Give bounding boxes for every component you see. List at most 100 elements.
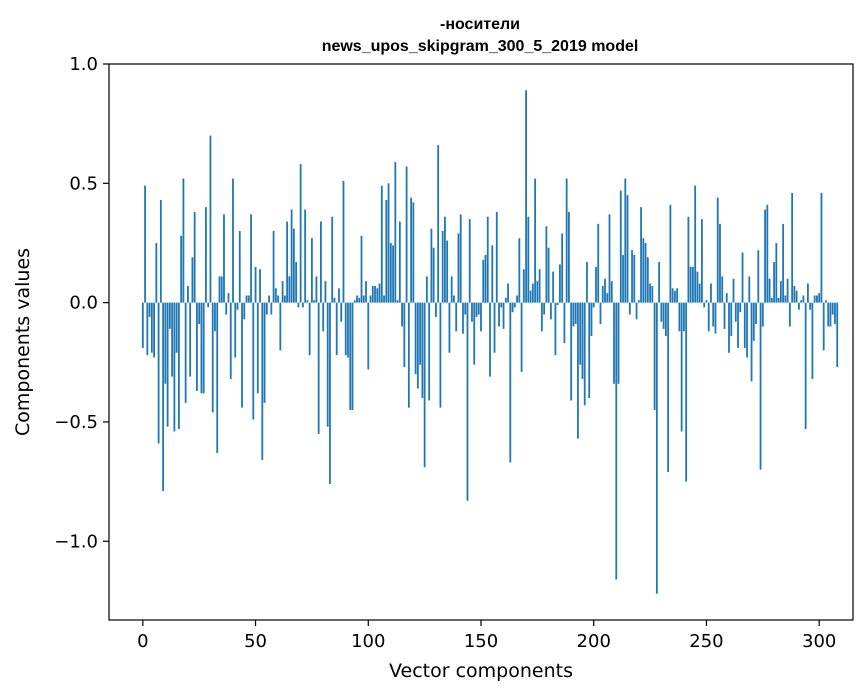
bar-269	[748, 276, 751, 303]
bar-279	[770, 297, 773, 303]
bar-300	[818, 293, 821, 303]
bar-218	[633, 254, 636, 303]
bar-301	[820, 192, 823, 303]
bar-198	[588, 302, 591, 399]
bar-81	[324, 281, 327, 303]
bar-199	[590, 302, 593, 337]
bar-283	[779, 281, 782, 303]
bar-53	[261, 302, 264, 461]
bar-160	[502, 302, 505, 329]
bar-197	[586, 262, 588, 303]
bar-134	[444, 216, 446, 303]
bar-209	[613, 302, 615, 384]
bar-111	[392, 245, 394, 303]
bar-42	[236, 302, 239, 310]
bar-306	[831, 302, 834, 315]
bars	[141, 90, 839, 594]
bar-113	[396, 300, 399, 303]
bar-159	[500, 302, 503, 308]
bar-247	[698, 283, 701, 303]
bar-135	[446, 240, 449, 303]
bar-121	[414, 302, 417, 375]
bar-50	[254, 266, 257, 303]
bar-148	[475, 302, 478, 317]
y-tick-label-4: −1.0	[54, 531, 98, 552]
bar-236	[673, 290, 676, 303]
bar-139	[455, 302, 458, 332]
bar-39	[229, 302, 232, 379]
bar-14	[173, 302, 176, 432]
bar-98	[362, 295, 365, 303]
bar-226	[651, 285, 654, 303]
bar-88	[340, 302, 343, 322]
bar-82	[326, 302, 329, 427]
bar-152	[484, 254, 487, 303]
bar-16	[177, 302, 180, 430]
bar-125	[423, 302, 426, 468]
bar-271	[752, 302, 755, 341]
bar-72	[304, 209, 307, 303]
bar-18	[182, 178, 185, 303]
bar-270	[750, 302, 753, 382]
bar-190	[570, 302, 573, 401]
bar-203	[599, 302, 602, 325]
y-tick-label-2: 0.0	[69, 293, 98, 314]
y-tick-label-0: 1.0	[69, 54, 98, 75]
bar-289	[793, 285, 796, 303]
bar-17	[180, 235, 183, 303]
bar-211	[617, 302, 620, 384]
bar-276	[764, 209, 766, 303]
bar-217	[631, 250, 633, 303]
bar-239	[680, 302, 683, 432]
bar-292	[800, 300, 803, 303]
bar-55	[265, 302, 268, 315]
bar-112	[394, 161, 397, 303]
x-axis-label: Vector components	[389, 660, 573, 682]
bar-85	[333, 297, 336, 303]
bar-295	[807, 283, 809, 303]
bar-144	[466, 302, 469, 501]
bar-228	[655, 302, 658, 594]
bar-189	[568, 211, 570, 303]
bar-175	[536, 281, 539, 303]
bar-131	[437, 145, 440, 303]
bar-80	[322, 302, 325, 332]
x-tick-label-6: 300	[802, 631, 836, 652]
bar-249	[703, 302, 706, 308]
bar-248	[701, 219, 703, 303]
bar-266	[741, 252, 744, 303]
bar-70	[299, 164, 302, 303]
bar-225	[649, 283, 651, 303]
bar-264	[737, 302, 739, 348]
bar-79	[320, 221, 322, 303]
bar-10	[164, 302, 167, 384]
bar-196	[583, 302, 586, 406]
bar-213	[622, 254, 624, 303]
chart-title-line-2: news_upos_skipgram_300_5_2019 model	[322, 38, 639, 55]
bar-57	[270, 302, 273, 315]
bar-227	[653, 302, 656, 411]
bar-153	[486, 216, 489, 303]
bar-11	[166, 302, 169, 427]
bar-308	[836, 302, 839, 368]
bar-63	[283, 295, 286, 303]
bar-103	[374, 285, 376, 303]
bar-60	[277, 295, 279, 303]
bar-154	[489, 302, 491, 377]
bar-183	[554, 302, 557, 356]
bar-242	[687, 216, 690, 303]
bar-192	[574, 302, 577, 325]
bar-74	[308, 302, 311, 356]
bar-280	[773, 262, 775, 303]
bar-177	[540, 302, 543, 332]
bar-207	[608, 214, 611, 303]
bar-71	[301, 302, 304, 308]
bar-64	[286, 221, 289, 303]
bar-222	[642, 238, 645, 303]
bar-23	[193, 211, 196, 303]
bar-117	[405, 166, 408, 303]
bar-75	[311, 238, 313, 303]
bar-84	[331, 216, 334, 303]
bar-230	[660, 302, 663, 322]
bar-250	[705, 300, 708, 303]
